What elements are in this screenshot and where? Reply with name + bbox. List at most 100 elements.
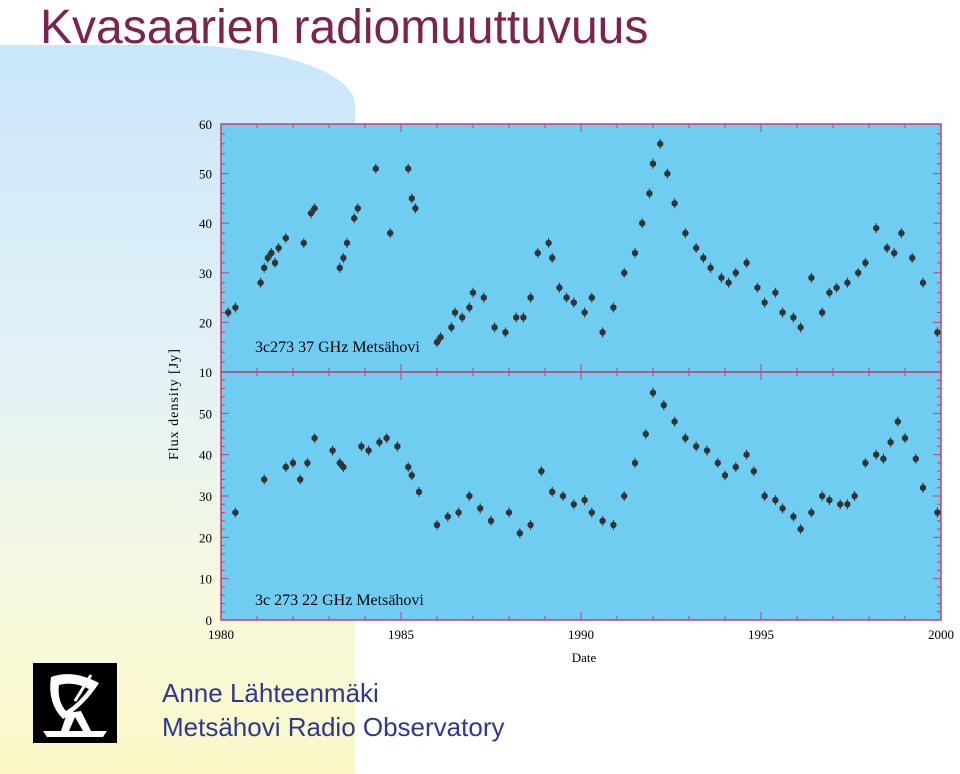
data-point [527,294,534,301]
data-point [660,401,667,409]
y-tick-label: 50 [199,167,212,182]
data-point [570,299,577,306]
data-point [336,459,343,467]
data-point [743,259,750,267]
author-block: Anne Lähteenmäki Metsähovi Radio Observa… [162,676,504,744]
data-point [707,264,714,272]
data-point [336,264,343,272]
data-point [581,496,588,504]
data-point [225,309,232,316]
data-point [343,239,351,247]
data-point [790,314,797,321]
data-point [779,309,786,316]
data-point [487,517,495,524]
data-point [469,289,477,296]
radio-telescope-icon [33,663,117,743]
data-point [844,501,851,508]
data-point [797,525,804,533]
data-point [901,434,909,442]
data-point [919,279,927,286]
data-point [909,254,916,262]
author-name: Anne Lähteenmäki [162,678,379,708]
data-point [873,451,880,458]
data-point [300,239,307,247]
data-point [275,244,282,252]
data-point [790,513,797,520]
data-point [772,496,779,504]
data-point [329,447,336,454]
plot-area-top [220,123,942,373]
data-point [444,513,451,520]
data-point [714,459,721,467]
data-point [505,509,513,516]
y-tick-label: 40 [199,448,212,463]
data-point [761,299,768,306]
x-axis-label: Date [572,650,597,665]
data-point [556,284,563,291]
data-point [516,530,523,537]
data-point [588,509,595,516]
data-point [772,289,779,296]
data-point [354,205,361,212]
data-point [639,220,646,227]
data-point [631,249,639,257]
data-point [549,488,556,496]
data-point [664,170,671,177]
data-point [394,443,401,450]
data-point [898,229,905,237]
data-point [520,314,527,321]
data-point [433,339,441,346]
data-point [257,279,264,286]
y-tick-label: 30 [199,489,212,504]
data-point [819,309,826,316]
data-point [797,324,804,331]
data-point [563,294,570,301]
data-point [894,418,901,425]
data-point [351,215,358,222]
data-point [311,205,318,212]
data-point [304,459,311,467]
plot-area-bottom [220,371,942,621]
data-point [415,488,423,496]
data-point [657,140,664,148]
data-point [671,200,678,207]
y-axis-label: Flux density [Jy] [167,348,182,460]
data-point [268,249,275,257]
y-tick-label: 20 [199,530,212,545]
data-point [307,210,315,217]
data-point [779,505,786,512]
data-point [282,234,289,242]
data-point [912,455,919,462]
data-point [934,329,941,336]
data-point [491,324,498,331]
data-point [891,249,898,257]
panel-annotation-bottom: 3c 273 22 GHz Metsähovi [255,592,424,609]
data-point [693,443,700,450]
data-point [408,195,415,202]
y-tick-label: 30 [199,266,212,281]
data-point [610,521,617,529]
data-point [448,324,455,331]
data-point [873,224,880,232]
data-point [264,254,271,262]
data-point [372,165,379,172]
data-point [844,279,851,286]
data-point [588,294,595,301]
data-point [808,274,815,281]
data-point [232,304,239,311]
data-point [725,279,732,286]
data-point [545,239,552,247]
x-tick-label: 2000 [928,627,954,642]
slide-title: Kvasaarien radiomuuttuvuus [40,1,649,54]
data-point [477,505,484,512]
data-point [455,509,462,516]
data-point [437,334,444,341]
data-point [549,254,556,262]
data-point [743,451,750,458]
data-point [408,472,415,479]
data-point [621,492,628,500]
data-point [289,459,297,467]
data-point [502,329,509,336]
y-tick-label: 10 [199,365,212,380]
data-point [610,304,617,311]
